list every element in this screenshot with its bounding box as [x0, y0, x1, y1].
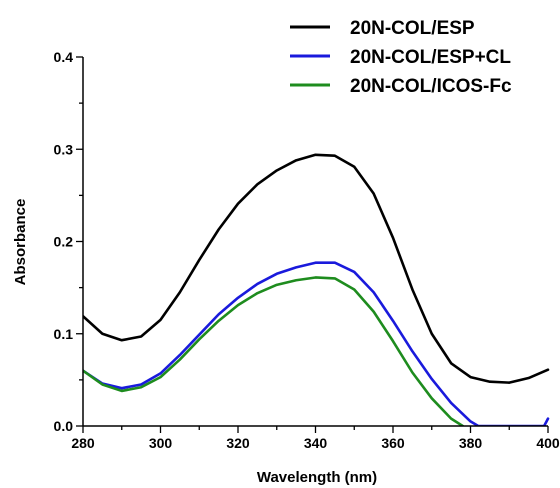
series-line-2 [83, 261, 550, 426]
x-tick-label: 360 [381, 435, 405, 451]
legend: 20N-COL/ESP 20N-COL/ESP+CL 20N-COL/ICOS-Fc [290, 18, 512, 97]
legend-label-3: 20N-COL/ICOS-Fc [350, 76, 512, 97]
x-tick-label: 320 [226, 435, 250, 451]
series-line-1 [83, 153, 550, 384]
y-axis-title: Absorbance [12, 199, 29, 286]
x-tick-label: 280 [71, 435, 95, 451]
y-tick-label: 0.3 [54, 141, 74, 157]
x-tick-label: 400 [536, 435, 560, 451]
axes: 280 300 320 340 360 380 400 0.0 0.1 0.2 0.3 0.4 [54, 49, 560, 451]
legend-label-2: 20N-COL/ESP+CL [350, 47, 511, 68]
y-tick-label: 0.4 [54, 49, 74, 65]
y-tick-label: 0.1 [54, 326, 74, 342]
plot-area [83, 153, 550, 426]
x-tick-label: 300 [149, 435, 173, 451]
x-tick-label: 380 [459, 435, 483, 451]
y-tick-label: 0.2 [54, 234, 74, 250]
x-axis-title: Wavelength (nm) [257, 469, 377, 486]
legend-label-1: 20N-COL/ESP [350, 18, 475, 39]
y-tick-label: 0.0 [54, 418, 74, 434]
series-line-3 [83, 276, 465, 426]
x-tick-label: 340 [304, 435, 328, 451]
